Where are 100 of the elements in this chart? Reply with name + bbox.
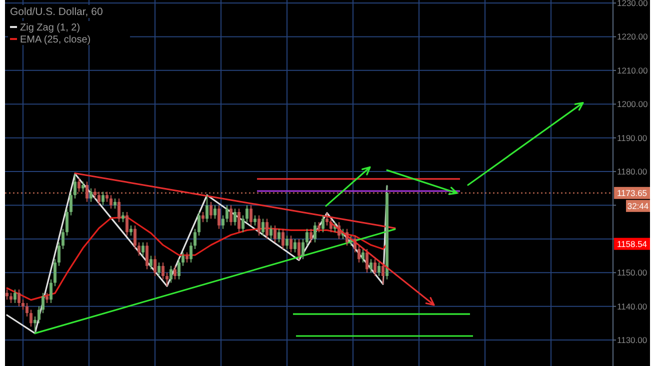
candlestick	[378, 262, 380, 277]
candlestick	[142, 242, 144, 256]
candlestick	[254, 214, 256, 226]
candlestick	[362, 248, 364, 264]
annotation: 1158.54	[616, 238, 648, 249]
candlestick	[374, 258, 376, 277]
candlestick	[86, 181, 88, 202]
candlestick	[178, 258, 180, 280]
y-tick-label: 1180.00	[617, 166, 648, 177]
candlestick	[102, 191, 104, 206]
candlestick	[298, 238, 300, 261]
y-tick-label: 1130.00	[617, 335, 648, 346]
candlestick	[78, 178, 80, 192]
candlestick	[230, 204, 232, 226]
candlestick	[126, 211, 128, 236]
candlestick	[306, 228, 308, 246]
candlestick	[106, 191, 108, 202]
candlestick	[14, 288, 16, 304]
candlestick	[82, 181, 84, 192]
candlestick	[46, 292, 48, 304]
candlestick	[170, 265, 172, 284]
y-tick-label: 1210.00	[617, 65, 648, 76]
candlestick	[262, 218, 264, 236]
candlestick	[98, 191, 100, 206]
candlestick	[26, 302, 28, 317]
candlestick	[94, 188, 96, 200]
candlestick	[150, 255, 152, 270]
text: 32:44	[627, 200, 649, 211]
candlestick	[90, 188, 92, 202]
line-series	[6, 173, 388, 334]
candlestick	[130, 224, 132, 236]
candlestick	[50, 278, 52, 304]
candlestick	[122, 211, 124, 223]
candlestick	[194, 228, 196, 250]
candlestick	[74, 173, 76, 200]
candlestick	[58, 242, 60, 266]
text: Gold/U.S. Dollar, 60	[10, 6, 103, 18]
ref-line-label: 1173.65	[616, 188, 648, 198]
candlestick	[182, 252, 184, 266]
y-tick-label: 1140.00	[617, 301, 648, 312]
candlestick	[62, 228, 64, 250]
candlestick	[162, 262, 164, 280]
candlestick	[326, 212, 328, 226]
candlestick	[22, 299, 24, 310]
legend-label: EMA (25, close)	[20, 34, 91, 46]
candlestick	[114, 198, 116, 210]
candlestick	[278, 228, 280, 243]
candlestick	[294, 238, 296, 253]
legend-label: Zig Zag (1, 2)	[20, 22, 80, 34]
candlestick	[246, 204, 248, 223]
y-tick-label: 1200.00	[617, 99, 648, 110]
y-tick-label: 1190.00	[617, 132, 648, 143]
candlestick	[370, 258, 372, 274]
candlestick	[242, 214, 244, 233]
candlestick	[158, 262, 160, 277]
candlestick	[274, 224, 276, 243]
candlestick	[318, 222, 320, 233]
candlestick	[314, 222, 316, 243]
candlestick	[322, 214, 324, 233]
candlestick	[54, 258, 56, 287]
candlestick	[202, 211, 204, 223]
candlestick	[270, 224, 272, 240]
candlestick	[382, 262, 384, 285]
candlestick	[34, 316, 36, 334]
candlestick	[282, 228, 284, 250]
candlestick	[10, 292, 12, 304]
candlestick	[70, 191, 72, 216]
candlestick	[302, 238, 304, 260]
candlestick	[146, 242, 148, 270]
candlestick	[66, 208, 68, 236]
candlestick	[222, 214, 224, 230]
candlestick	[258, 214, 260, 236]
candlestick	[30, 309, 32, 328]
candlestick	[234, 208, 236, 226]
candlestick	[134, 224, 136, 250]
candlestick	[214, 204, 216, 220]
y-tick-label: 1230.00	[617, 0, 648, 8]
candlestick	[118, 198, 120, 223]
candlestick	[174, 265, 176, 280]
candlestick	[154, 255, 156, 277]
y-tick-label: 1150.00	[617, 268, 648, 278]
candlestick	[18, 288, 20, 307]
candlestick	[310, 228, 312, 243]
candlestick	[190, 242, 192, 264]
candlestick	[266, 218, 268, 240]
candlestick	[226, 204, 228, 223]
candlestick	[198, 211, 200, 236]
candlestick	[38, 306, 40, 324]
candlestick	[358, 245, 360, 264]
candlestick	[110, 194, 112, 210]
candlestick	[42, 292, 44, 314]
candlestick	[6, 288, 8, 300]
candlestick	[206, 194, 208, 223]
candlestick	[186, 252, 188, 264]
candlestick	[286, 235, 288, 250]
candlestick	[138, 242, 140, 256]
candlestick	[250, 204, 252, 226]
candlestick	[210, 201, 212, 220]
candlestick	[166, 272, 168, 287]
line-series	[6, 216, 388, 301]
